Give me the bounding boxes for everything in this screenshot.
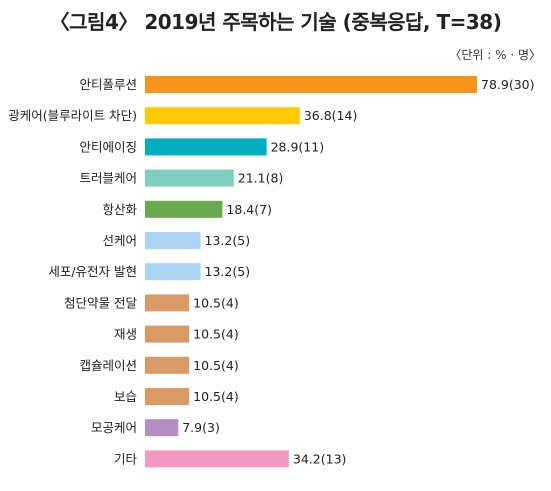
- category-label: 보습: [114, 389, 137, 404]
- value-label: 10.5(4): [193, 295, 239, 310]
- value-label: 7.9(3): [182, 420, 220, 435]
- bar: [145, 450, 289, 468]
- category-label: 재생: [114, 327, 137, 342]
- bar: [145, 388, 190, 405]
- bar: [145, 232, 201, 249]
- category-label: 모공케어: [91, 420, 137, 435]
- category-label: 캡슐레이션: [79, 358, 137, 373]
- category-label: 트러블케어: [79, 171, 137, 186]
- bar: [145, 138, 267, 156]
- value-label: 10.5(4): [193, 327, 239, 342]
- value-label: 10.5(4): [193, 389, 239, 404]
- bar: [145, 356, 190, 374]
- category-label: 항산화: [102, 202, 137, 217]
- category-label: 안티폴루션: [79, 77, 137, 92]
- category-label: 선케어: [102, 233, 137, 248]
- value-label: 13.2(5): [205, 233, 251, 248]
- bar: [145, 419, 179, 437]
- category-label: 안티에이징: [79, 139, 137, 154]
- bar: [145, 325, 190, 343]
- value-label: 36.8(14): [304, 108, 358, 123]
- bar: [145, 76, 477, 93]
- chart-title: 〈그림4〉 2019년 주목하는 기술 (중복응답, T=38): [49, 10, 502, 34]
- category-label: 첨단약물 전달: [64, 295, 137, 310]
- value-label: 21.1(8): [238, 171, 284, 186]
- bar: [145, 263, 201, 281]
- value-label: 28.9(11): [271, 139, 325, 154]
- value-label: 78.9(30): [481, 77, 535, 92]
- bar: [145, 107, 300, 125]
- value-label: 34.2(13): [293, 451, 347, 466]
- value-label: 10.5(4): [193, 358, 239, 373]
- value-label: 18.4(7): [226, 202, 272, 217]
- bar: [145, 294, 190, 312]
- category-label: 세포/유전자 발현: [48, 264, 137, 279]
- unit-label: 〈단위 : % · 명〉: [449, 48, 541, 62]
- value-label: 13.2(5): [205, 264, 251, 279]
- category-label: 광케어(블루라이트 차단): [8, 108, 137, 123]
- bar: [145, 200, 223, 218]
- bar: [145, 169, 234, 187]
- category-label: 기타: [114, 451, 138, 466]
